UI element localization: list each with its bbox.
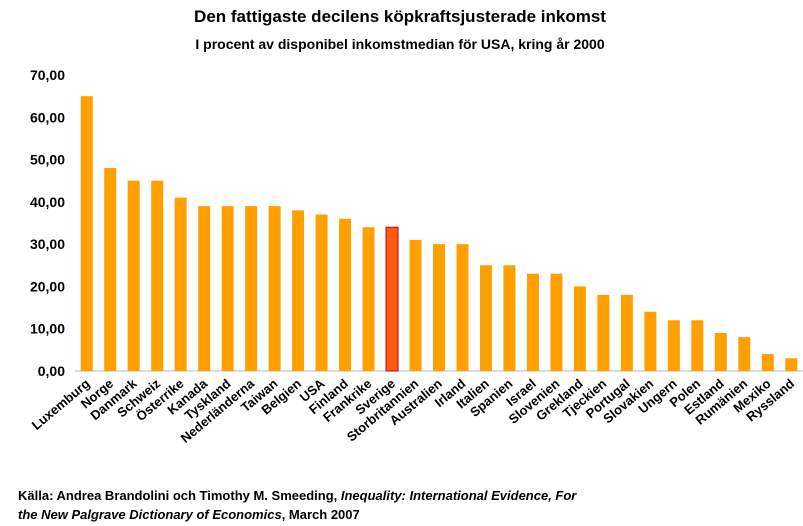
y-tick-label: 50,00: [30, 152, 65, 168]
bar: [644, 311, 657, 371]
source: Källa: Andrea Brandolini och Timothy M. …: [18, 486, 576, 524]
bar: [104, 168, 117, 371]
bar: [761, 354, 774, 371]
bar: [127, 180, 140, 371]
y-tick-label: 0,00: [38, 363, 65, 379]
bar: [526, 273, 539, 371]
bar: [174, 197, 187, 371]
source-line: Källa: Andrea Brandolini och Timothy M. …: [18, 486, 576, 505]
source-line: the New Palgrave Dictionary of Economics…: [18, 505, 576, 524]
bar: [714, 332, 727, 371]
bar: [221, 206, 234, 371]
bar: [597, 294, 610, 371]
chart-subtitle: I procent av disponibel inkomstmedian fö…: [195, 36, 604, 52]
source-text: , March 2007: [281, 507, 360, 522]
bar: [362, 227, 375, 371]
bar: [80, 96, 93, 372]
bar: [456, 244, 469, 371]
bar: [667, 320, 680, 371]
source-text: the New Palgrave Dictionary of Economics: [18, 507, 282, 522]
bar: [315, 214, 328, 371]
chart: Den fattigaste decilens köpkraftsjustera…: [29, 7, 803, 446]
y-tick-label: 10,00: [30, 321, 65, 337]
bar: [339, 218, 352, 371]
bar: [691, 320, 704, 371]
bar: [573, 286, 586, 371]
y-tick-label: 30,00: [30, 236, 65, 252]
y-tick-label: 70,00: [30, 67, 65, 83]
bar: [198, 206, 211, 371]
bar: [503, 265, 516, 371]
bar: [268, 206, 281, 371]
y-tick-label: 20,00: [30, 278, 65, 294]
bar: [738, 337, 751, 371]
bar: [292, 210, 305, 371]
bar: [620, 294, 633, 371]
bar: [245, 206, 258, 371]
bar: [151, 180, 164, 371]
source-text: Källa: Andrea Brandolini och Timothy M. …: [18, 488, 341, 503]
y-tick-label: 40,00: [30, 194, 65, 210]
chart-title: Den fattigaste decilens köpkraftsjustera…: [194, 7, 606, 26]
bar: [550, 273, 563, 371]
bar: [433, 244, 445, 371]
y-tick-label: 60,00: [30, 109, 65, 125]
source-text: Inequality: International Evidence, For: [340, 488, 577, 503]
bar: [385, 226, 399, 372]
bar: [479, 265, 492, 371]
bar: [785, 358, 798, 371]
bar: [409, 239, 422, 371]
